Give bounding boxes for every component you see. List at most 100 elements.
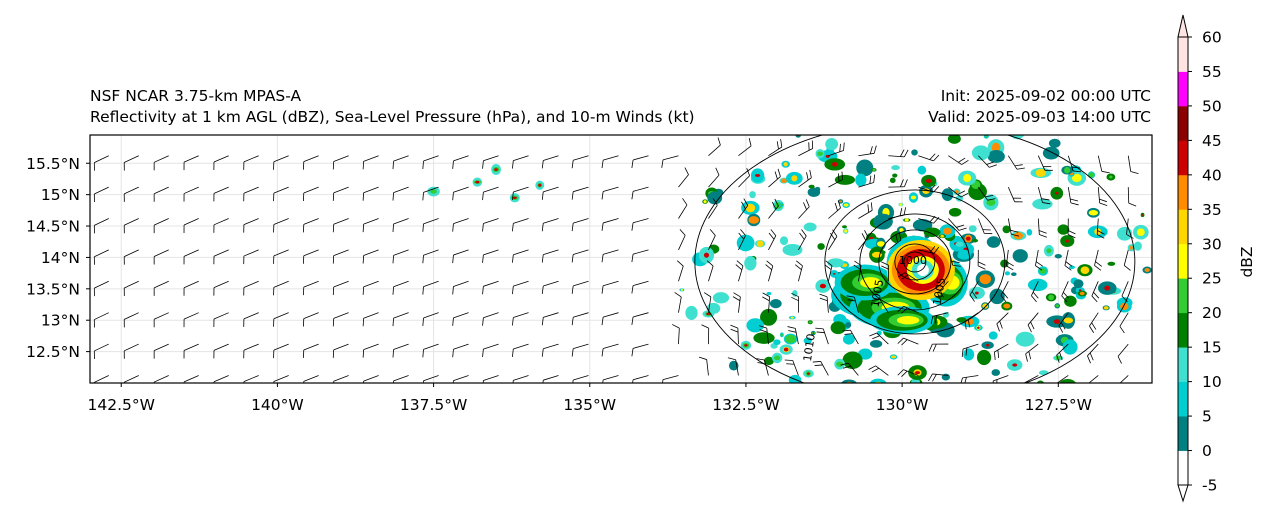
reflectivity-cell — [1136, 228, 1145, 236]
reflectivity-cell — [780, 203, 784, 206]
reflectivity-cell — [780, 333, 784, 336]
reflectivity-cell — [807, 187, 821, 197]
wind-barb — [273, 280, 289, 296]
gridlines — [90, 135, 1152, 383]
wind-barb — [512, 312, 529, 326]
colorbar-segment — [1178, 37, 1188, 72]
wind-barb — [1088, 375, 1099, 383]
wind-barb — [756, 358, 769, 376]
wind-barb — [243, 218, 259, 233]
wind-barb — [303, 218, 319, 233]
wind-barb — [727, 357, 739, 376]
wind-barb — [362, 249, 379, 264]
reflectivity-cell — [982, 303, 989, 309]
reflectivity-cell — [1088, 172, 1095, 178]
isobar-label: 1010 — [801, 333, 818, 363]
wind-barb — [1087, 343, 1099, 364]
reflectivity-cell — [1088, 210, 1099, 216]
wind-barb — [1127, 187, 1137, 207]
wind-barb — [332, 186, 349, 201]
reflectivity-cell — [914, 371, 921, 375]
lon-tick-label: 142.5°W — [88, 396, 155, 414]
reflectivity-cell — [748, 216, 760, 224]
lon-tick-label: 140°W — [251, 396, 304, 414]
reflectivity-cell — [971, 145, 990, 161]
wind-barb — [601, 155, 619, 169]
wind-barb — [672, 324, 680, 345]
wind-barb — [828, 171, 843, 188]
reflectivity-cell — [901, 126, 905, 131]
reflectivity-cell — [494, 168, 498, 171]
wind-barb — [183, 155, 199, 171]
wind-barb — [422, 186, 439, 201]
wind-barb — [888, 207, 907, 219]
reflectivity-cell — [844, 229, 848, 233]
wind-barb — [918, 153, 940, 162]
wind-barb — [153, 186, 169, 202]
wind-barb — [1025, 343, 1039, 362]
reflectivity-cell — [1109, 175, 1113, 179]
reflectivity-cell — [956, 402, 963, 408]
wind-barb — [918, 215, 940, 224]
reflectivity-cell — [872, 168, 876, 172]
map-title-right: Init: 2025-09-02 00:00 UTC Valid: 2025-0… — [928, 86, 1151, 128]
isobar — [903, 251, 927, 273]
wind-barb — [768, 168, 781, 188]
reflectivity-cell — [956, 317, 967, 323]
colorbar-segment — [1178, 105, 1188, 141]
wind-barb — [961, 343, 979, 357]
reflectivity-cell — [1042, 146, 1060, 160]
wind-barb — [392, 186, 409, 201]
wind-barb — [798, 169, 812, 188]
wind-barb — [858, 202, 873, 219]
model-name: NSF NCAR 3.75-km MPAS-A — [90, 87, 302, 105]
wind-barb — [482, 312, 499, 326]
wind-barb — [541, 280, 559, 295]
reflectivity-cell — [753, 332, 775, 344]
wind-barb — [977, 218, 993, 235]
wind-barb — [678, 167, 689, 188]
lat-tick-label: 13°N — [41, 312, 80, 330]
lat-tick-label: 13.5°N — [26, 280, 80, 298]
wind-barb — [213, 249, 229, 265]
colorbar-segment — [1178, 71, 1188, 107]
reflectivity-cell — [1065, 239, 1069, 243]
wind-barb — [1126, 218, 1134, 239]
wind-barb — [482, 280, 499, 295]
lon-tick-label: 132.5°W — [712, 396, 779, 414]
wind-barb — [928, 373, 949, 382]
wind-barb — [213, 280, 229, 296]
reflectivity-cell — [803, 337, 812, 344]
wind-barb — [183, 186, 199, 202]
reflectivity-cell — [986, 198, 996, 206]
reflectivity-cell — [965, 236, 971, 241]
wind-barb — [93, 186, 109, 202]
reflectivity-cell — [973, 392, 978, 396]
reflectivity-cell — [780, 178, 788, 183]
wind-barb — [541, 218, 559, 232]
wind-barb — [362, 155, 379, 170]
wind-barb — [978, 186, 996, 201]
reflectivity-cell — [877, 241, 885, 247]
reflectivity-cell — [746, 318, 764, 333]
wind-barb — [392, 218, 409, 232]
reflectivity-cell — [869, 340, 883, 348]
reflectivity-cell — [974, 291, 979, 295]
reflectivity-cell — [943, 107, 960, 117]
wind-barb — [541, 343, 559, 357]
wind-barb — [768, 139, 783, 157]
wind-barb — [1127, 155, 1139, 175]
reflectivity-cell — [1027, 278, 1048, 292]
map-frame — [89, 134, 1153, 384]
reflectivity-cell — [1012, 249, 1028, 263]
wind-barb — [1097, 155, 1110, 174]
wind-barb — [881, 261, 890, 282]
wind-barb — [701, 324, 710, 345]
wind-barb — [303, 155, 319, 170]
wind-barb — [1005, 249, 1014, 271]
colorbar-segment — [1178, 278, 1188, 314]
reflectivity-cell — [899, 227, 904, 233]
reflectivity-cell — [912, 218, 933, 232]
wind-barb — [1094, 249, 1103, 271]
